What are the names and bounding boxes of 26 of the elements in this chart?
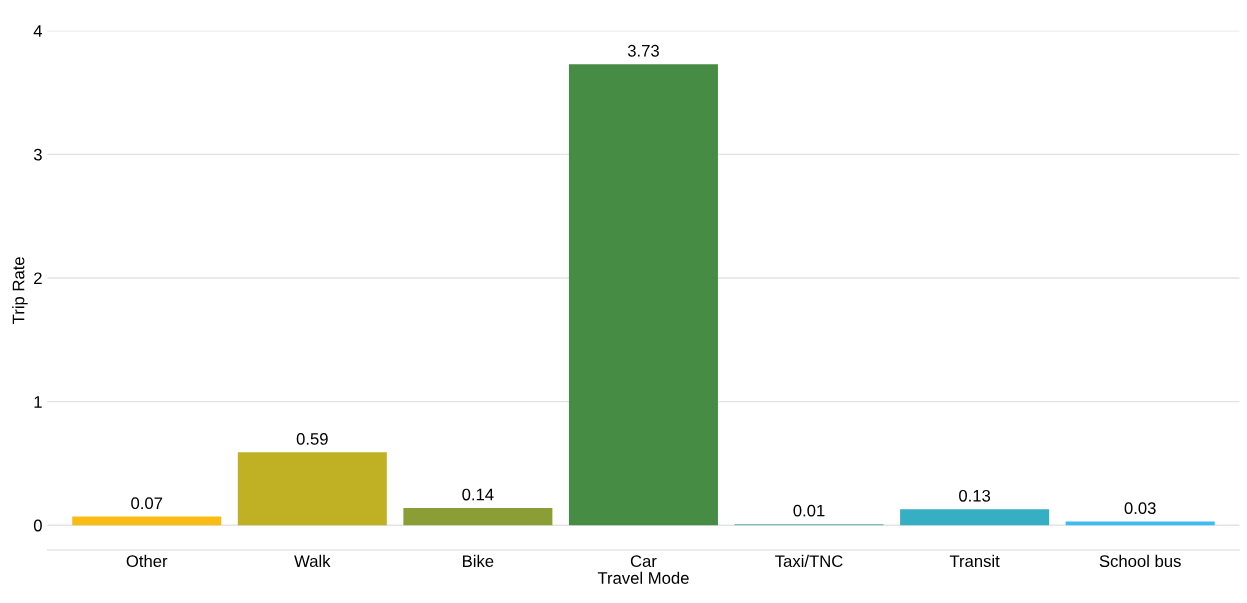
x-tick-label: Walk bbox=[294, 554, 331, 568]
x-tick-label: Taxi/TNC bbox=[775, 554, 843, 568]
bar bbox=[568, 64, 718, 526]
bar bbox=[237, 452, 387, 526]
bar bbox=[403, 507, 553, 526]
data-label: 0.59 bbox=[296, 433, 328, 445]
y-tick-label: 0 bbox=[33, 519, 42, 532]
x-tick-label: School bus bbox=[1099, 554, 1181, 568]
bar bbox=[900, 509, 1050, 526]
y-tick-label: 4 bbox=[33, 25, 43, 37]
y-tick-label: 3 bbox=[33, 148, 42, 161]
x-tick-label: Bike bbox=[463, 554, 494, 568]
y-axis-title: Trip Rate bbox=[12, 257, 28, 324]
data-label: 3.73 bbox=[627, 44, 659, 57]
y-tick-label: 1 bbox=[34, 396, 42, 408]
x-tick-label: Transit bbox=[949, 554, 1000, 568]
x-tick-label: Car bbox=[630, 555, 657, 568]
data-label: 0.03 bbox=[1124, 502, 1156, 515]
data-label: 0.01 bbox=[793, 504, 825, 517]
data-label: 0.14 bbox=[462, 488, 494, 501]
data-label: 0.13 bbox=[959, 489, 991, 502]
bar bbox=[72, 516, 222, 526]
y-tick-label: 2 bbox=[34, 272, 42, 285]
x-axis-title: Travel Mode bbox=[597, 571, 689, 584]
data-label: 0.07 bbox=[131, 497, 163, 510]
x-tick-label: Other bbox=[126, 554, 168, 568]
